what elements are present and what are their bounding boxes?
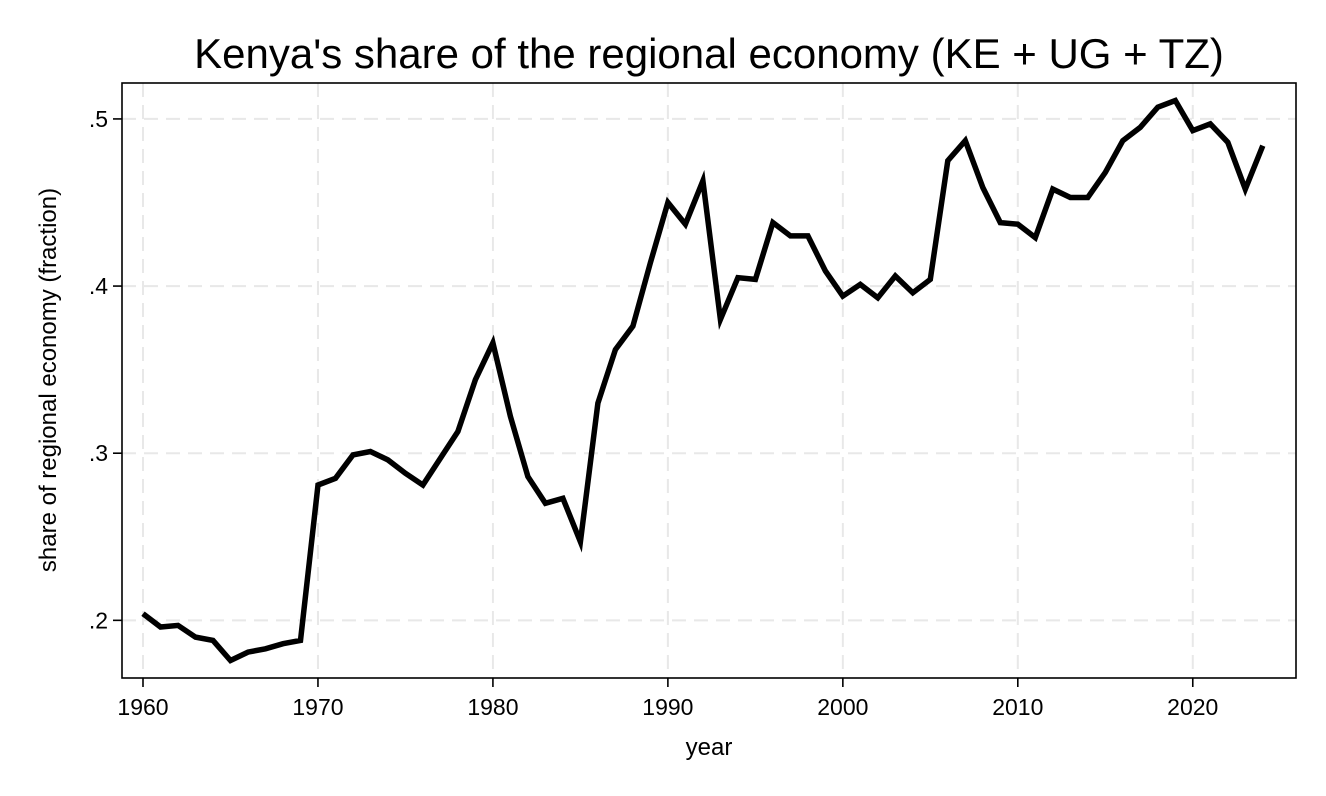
x-tick-label: 2000 <box>817 694 868 720</box>
x-tick-label: 2010 <box>992 694 1043 720</box>
plot-frame <box>121 82 1297 679</box>
y-axis-label: share of regional economy (fraction) <box>35 188 62 572</box>
x-tick-label: 1990 <box>642 694 693 720</box>
x-tick-label: 1960 <box>117 694 168 720</box>
y-tick-label: .5 <box>89 106 108 132</box>
gridlines <box>122 83 1296 678</box>
x-tick-label: 1980 <box>467 694 518 720</box>
x-tick-label: 1970 <box>292 694 343 720</box>
chart-title: Kenya's share of the regional economy (K… <box>194 30 1224 77</box>
x-axis-label: year <box>686 734 733 761</box>
axis-ticks: 1960 1970 1980 1990 2000 2010 2020 .2 .3 .4 .5 <box>89 106 1219 720</box>
y-tick-label: .4 <box>89 273 108 299</box>
y-tick-label: .3 <box>89 440 108 466</box>
series-line <box>141 97 1266 664</box>
y-tick-label: .2 <box>89 607 108 633</box>
x-tick-label: 2020 <box>1167 694 1218 720</box>
